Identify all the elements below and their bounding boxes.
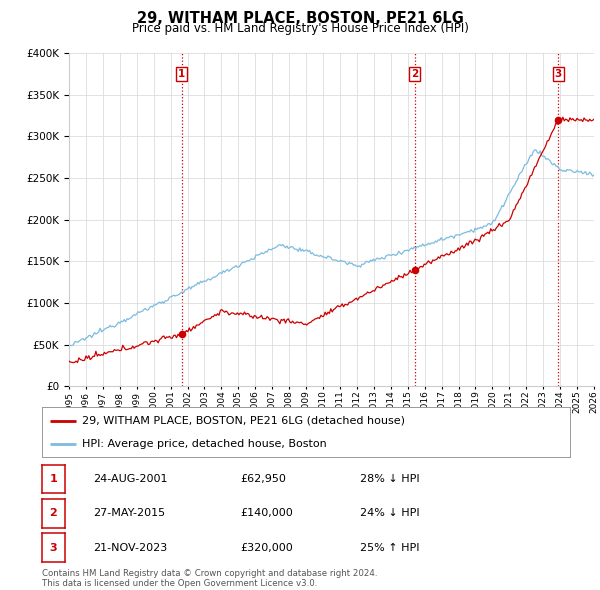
Text: 1: 1 — [50, 474, 57, 484]
Text: £320,000: £320,000 — [240, 543, 293, 552]
Text: 1: 1 — [178, 69, 185, 79]
Text: 3: 3 — [50, 543, 57, 552]
Text: 24% ↓ HPI: 24% ↓ HPI — [360, 509, 419, 518]
Text: Contains HM Land Registry data © Crown copyright and database right 2024.
This d: Contains HM Land Registry data © Crown c… — [42, 569, 377, 588]
Text: 2: 2 — [50, 509, 57, 518]
Text: 21-NOV-2023: 21-NOV-2023 — [93, 543, 167, 552]
Text: £62,950: £62,950 — [240, 474, 286, 484]
Text: 29, WITHAM PLACE, BOSTON, PE21 6LG (detached house): 29, WITHAM PLACE, BOSTON, PE21 6LG (deta… — [82, 415, 404, 425]
Text: 3: 3 — [555, 69, 562, 79]
Text: 28% ↓ HPI: 28% ↓ HPI — [360, 474, 419, 484]
Text: 25% ↑ HPI: 25% ↑ HPI — [360, 543, 419, 552]
Text: 29, WITHAM PLACE, BOSTON, PE21 6LG: 29, WITHAM PLACE, BOSTON, PE21 6LG — [137, 11, 463, 25]
Text: 27-MAY-2015: 27-MAY-2015 — [93, 509, 165, 518]
Text: 2: 2 — [411, 69, 418, 79]
Text: 24-AUG-2001: 24-AUG-2001 — [93, 474, 167, 484]
Text: £140,000: £140,000 — [240, 509, 293, 518]
Text: HPI: Average price, detached house, Boston: HPI: Average price, detached house, Bost… — [82, 439, 326, 449]
Text: Price paid vs. HM Land Registry's House Price Index (HPI): Price paid vs. HM Land Registry's House … — [131, 22, 469, 35]
